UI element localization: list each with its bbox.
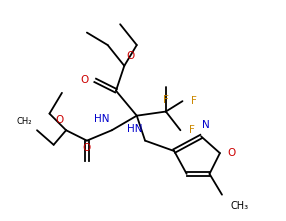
Text: O: O: [56, 115, 64, 125]
Text: O: O: [227, 148, 235, 158]
Text: HN: HN: [94, 114, 110, 124]
Text: CH₂: CH₂: [16, 117, 32, 126]
Text: F: F: [189, 125, 194, 135]
Text: O: O: [83, 143, 91, 153]
Text: CH₃: CH₃: [230, 201, 249, 211]
Text: F: F: [191, 96, 197, 106]
Text: O: O: [81, 75, 89, 85]
Text: O: O: [126, 51, 135, 61]
Text: N: N: [202, 120, 210, 130]
Text: HN: HN: [128, 124, 143, 134]
Text: F: F: [163, 95, 169, 105]
